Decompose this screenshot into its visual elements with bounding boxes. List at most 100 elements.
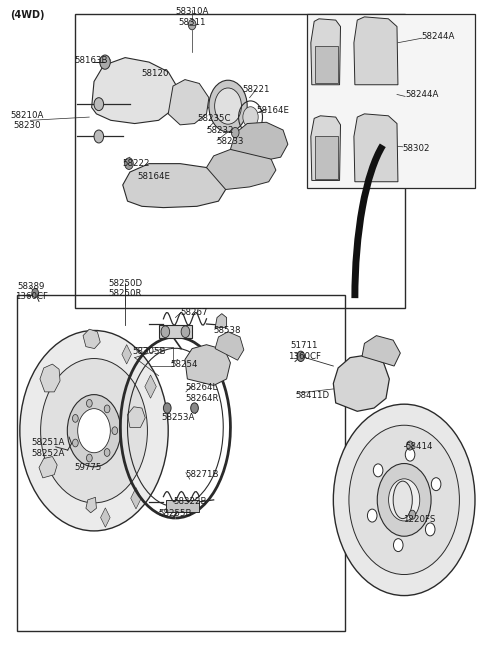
- Polygon shape: [311, 116, 340, 180]
- Text: 1220FS: 1220FS: [403, 515, 435, 524]
- Polygon shape: [158, 325, 192, 338]
- Polygon shape: [215, 314, 227, 328]
- Polygon shape: [206, 150, 276, 189]
- Text: 58233: 58233: [216, 137, 243, 146]
- Text: 59775: 59775: [75, 463, 102, 472]
- Circle shape: [32, 288, 38, 297]
- Text: 58254: 58254: [170, 360, 198, 369]
- Polygon shape: [39, 457, 57, 478]
- Circle shape: [67, 395, 121, 467]
- Circle shape: [72, 439, 78, 447]
- Ellipse shape: [371, 40, 381, 50]
- Text: 58244A: 58244A: [405, 90, 439, 99]
- Circle shape: [407, 441, 413, 450]
- Text: 58305B: 58305B: [132, 347, 166, 356]
- Circle shape: [377, 463, 431, 537]
- Polygon shape: [101, 508, 110, 527]
- Polygon shape: [168, 80, 209, 125]
- Text: 58244A: 58244A: [422, 32, 455, 41]
- Polygon shape: [311, 19, 340, 85]
- Circle shape: [104, 448, 110, 456]
- Circle shape: [169, 500, 177, 511]
- Circle shape: [349, 425, 459, 575]
- Text: 58302: 58302: [403, 144, 430, 153]
- Text: 58414: 58414: [405, 443, 432, 452]
- Text: 58253A: 58253A: [161, 413, 194, 422]
- Text: 58322B: 58322B: [173, 497, 206, 506]
- Circle shape: [100, 55, 110, 69]
- Circle shape: [243, 107, 258, 128]
- Circle shape: [191, 403, 198, 413]
- Text: 58411D: 58411D: [295, 391, 329, 400]
- Polygon shape: [333, 355, 389, 411]
- Text: 58120: 58120: [142, 69, 169, 78]
- Text: 58222: 58222: [123, 159, 150, 168]
- Ellipse shape: [371, 167, 381, 176]
- Polygon shape: [315, 137, 338, 179]
- Polygon shape: [362, 336, 400, 366]
- Circle shape: [367, 509, 377, 522]
- Ellipse shape: [371, 68, 381, 78]
- Circle shape: [72, 415, 78, 422]
- Circle shape: [333, 404, 475, 596]
- Circle shape: [389, 479, 420, 521]
- Circle shape: [188, 500, 196, 511]
- Text: 58250D
58250R: 58250D 58250R: [108, 279, 142, 298]
- Text: 58264L
58264R: 58264L 58264R: [185, 384, 218, 403]
- Text: 58389
1360CF: 58389 1360CF: [15, 282, 48, 301]
- Polygon shape: [131, 487, 141, 509]
- Circle shape: [215, 88, 241, 124]
- Circle shape: [425, 523, 435, 536]
- Text: 58267: 58267: [180, 308, 208, 317]
- Text: 58310A
58311: 58310A 58311: [176, 7, 209, 27]
- Polygon shape: [83, 329, 100, 349]
- Circle shape: [409, 510, 416, 519]
- Polygon shape: [215, 332, 244, 360]
- Polygon shape: [166, 500, 199, 511]
- Text: 58251A
58252A: 58251A 58252A: [32, 439, 65, 458]
- Circle shape: [405, 448, 415, 461]
- Circle shape: [209, 80, 247, 132]
- Circle shape: [373, 464, 383, 477]
- Ellipse shape: [371, 152, 381, 163]
- Circle shape: [188, 19, 196, 30]
- Circle shape: [297, 351, 305, 362]
- Polygon shape: [92, 58, 178, 124]
- Text: 51711
1360CF: 51711 1360CF: [288, 341, 321, 361]
- Circle shape: [161, 326, 169, 338]
- Polygon shape: [185, 345, 230, 386]
- Text: 58255B: 58255B: [158, 509, 192, 518]
- Text: 58164E: 58164E: [137, 172, 170, 181]
- Circle shape: [112, 427, 118, 435]
- Polygon shape: [307, 14, 475, 188]
- Circle shape: [394, 538, 403, 551]
- Text: 58164E: 58164E: [257, 106, 290, 115]
- Circle shape: [181, 326, 190, 338]
- Ellipse shape: [371, 25, 381, 36]
- Polygon shape: [122, 345, 132, 364]
- Polygon shape: [123, 164, 226, 207]
- Circle shape: [163, 403, 171, 413]
- Circle shape: [20, 330, 168, 531]
- Text: 58235C: 58235C: [197, 114, 230, 123]
- Circle shape: [86, 399, 92, 407]
- Polygon shape: [315, 46, 338, 84]
- Ellipse shape: [371, 125, 381, 135]
- Ellipse shape: [393, 481, 412, 518]
- Circle shape: [125, 158, 133, 170]
- Polygon shape: [128, 407, 145, 428]
- Text: 58163B: 58163B: [75, 56, 108, 65]
- Text: 58221: 58221: [242, 86, 270, 95]
- Polygon shape: [230, 122, 288, 159]
- Text: (4WD): (4WD): [10, 10, 45, 20]
- Polygon shape: [40, 364, 60, 392]
- Circle shape: [86, 454, 92, 462]
- Circle shape: [104, 405, 110, 413]
- Circle shape: [94, 98, 104, 111]
- Circle shape: [94, 130, 104, 143]
- Polygon shape: [145, 375, 156, 399]
- Polygon shape: [86, 497, 96, 513]
- Text: 58538: 58538: [214, 326, 241, 335]
- Polygon shape: [354, 114, 398, 181]
- Text: 58210A
58230: 58210A 58230: [10, 111, 44, 130]
